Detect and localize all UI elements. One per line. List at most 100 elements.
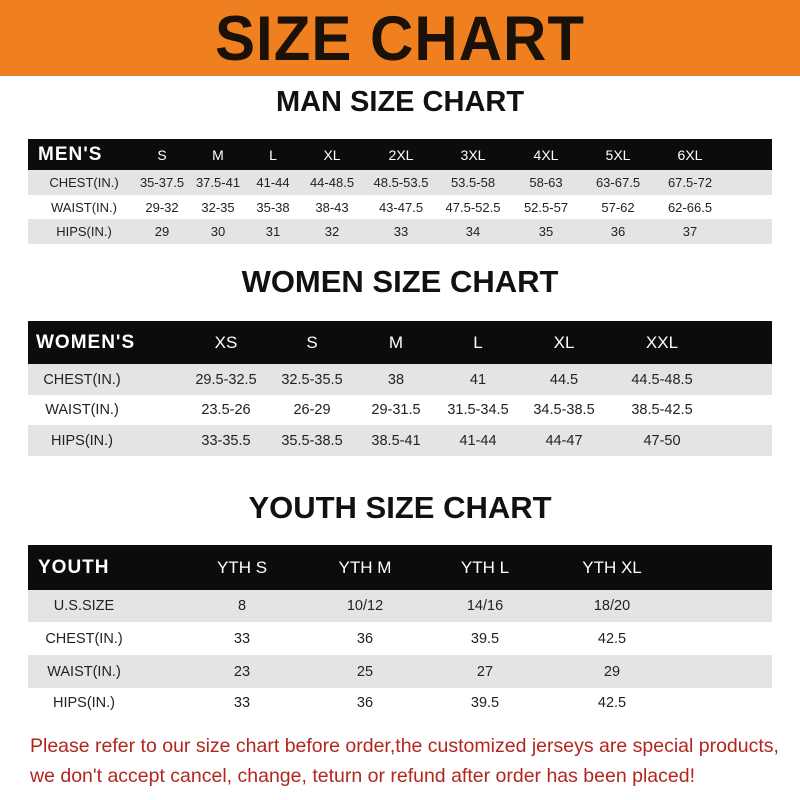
table-row: HIPS(IN.) 33 36 39.5 42.5 — [28, 688, 772, 718]
table-cell: 31 — [265, 224, 281, 239]
table-cell: 32 — [324, 224, 340, 239]
table-cell: 34 — [465, 224, 481, 239]
table-header-label: MEN'S — [38, 143, 103, 165]
table-cell: 35 — [538, 224, 554, 239]
table-cell: 44-48.5 — [309, 175, 355, 190]
table-cell: 10/12 — [346, 598, 384, 614]
notice-line-2: we don't accept cancel, change, teturn o… — [30, 765, 695, 787]
table-row: HIPS(IN.) 33-35.5 35.5-38.5 38.5-41 41-44 44-… — [28, 425, 772, 456]
table-cell: 32.5-35.5 — [281, 371, 343, 388]
table-cell: 52.5-57 — [523, 199, 569, 215]
table-cell: 42.5 — [597, 630, 627, 647]
table-cell: 25 — [356, 663, 374, 680]
table-cell: 38.5-41 — [371, 432, 421, 449]
row-label: WAIST(IN.) — [51, 199, 117, 215]
table-cell: 18/20 — [593, 598, 631, 614]
table-cell: 53.5-58 — [450, 175, 496, 190]
table-cell: 29-31.5 — [371, 402, 421, 418]
table-cell: 23.5-26 — [201, 402, 251, 418]
table-cell: 37.5-41 — [195, 175, 241, 190]
table-cell: 36 — [610, 224, 626, 239]
size-column-header: L — [269, 146, 277, 163]
table-cell: 33-35.5 — [201, 432, 251, 449]
table-cell: 29 — [154, 224, 170, 239]
table-cell: 48.5-53.5 — [373, 175, 429, 190]
size-column-header: YTH S — [216, 557, 268, 577]
table-cell: 62-66.5 — [667, 199, 713, 215]
row-label: HIPS(IN.) — [50, 432, 114, 449]
size-column-header: XS — [214, 332, 238, 352]
size-column-header: S — [306, 332, 318, 352]
table-cell: 33 — [233, 695, 251, 711]
table-cell: 42.5 — [597, 695, 627, 711]
men-section-title: MAN SIZE CHART — [275, 86, 525, 118]
table-cell: 32-35 — [201, 199, 235, 215]
table-cell: 57-62 — [601, 199, 635, 215]
size-column-header: YTH M — [338, 557, 392, 577]
table-cell: 44.5-48.5 — [631, 371, 693, 388]
table-row: WAIST(IN.) 29-32 32-35 35-38 38-43 43-47.5 47.… — [28, 195, 772, 219]
row-label: U.S.SIZE — [53, 598, 115, 614]
table-cell: 58-63 — [529, 175, 563, 190]
table-cell: 35-37.5 — [139, 175, 185, 190]
table-cell: 37 — [682, 224, 698, 239]
table-header-label: YOUTH — [38, 556, 110, 578]
table-cell: 38 — [387, 371, 405, 388]
row-label: HIPS(IN.) — [52, 695, 116, 711]
size-column-header: M — [212, 146, 224, 163]
size-column-header: S — [157, 146, 167, 163]
table-row: WAIST(IN.) 23 25 27 29 — [28, 655, 772, 688]
women-section-title: WOMEN SIZE CHART — [241, 264, 559, 299]
size-column-header: YTH L — [460, 557, 510, 577]
table-cell: 35.5-38.5 — [281, 432, 343, 449]
table-row: CHEST(IN.) 33 36 39.5 42.5 — [28, 622, 772, 655]
table-cell: 29 — [603, 663, 621, 680]
size-column-header: 5XL — [605, 146, 631, 163]
size-column-header: 4XL — [533, 146, 559, 163]
table-row: CHEST(IN.) 35-37.5 37.5-41 41-44 44-48.5 48.5… — [28, 170, 772, 195]
table-cell: 41 — [469, 371, 487, 388]
size-column-header: M — [388, 332, 404, 352]
table-cell: 8 — [237, 598, 247, 614]
table-cell: 36 — [356, 695, 374, 711]
table-cell: 33 — [393, 224, 409, 239]
table-cell: 27 — [476, 663, 494, 680]
table-cell: 43-47.5 — [378, 199, 424, 215]
row-label: CHEST(IN.) — [45, 630, 123, 647]
table-cell: 31.5-34.5 — [447, 402, 509, 418]
banner-title: SIZE CHART — [215, 3, 585, 74]
table-cell: 44-47 — [545, 432, 583, 449]
table-cell: 30 — [210, 224, 226, 239]
table-row: CHEST(IN.) 29.5-32.5 32.5-35.5 38 41 44.5 44.5… — [28, 364, 772, 395]
table-cell: 35-38 — [256, 199, 290, 215]
header-row: MEN'S S M L XL 2XL 3XL 4XL 5XL 6XL — [28, 139, 772, 170]
size-column-header: 2XL — [388, 146, 414, 163]
table-cell: 26-29 — [293, 402, 331, 418]
youth-section-title: YOUTH SIZE CHART — [248, 490, 552, 525]
table-cell: 63-67.5 — [595, 175, 641, 190]
table-cell: 38-43 — [315, 199, 349, 215]
size-column-header: XL — [323, 146, 341, 163]
table-cell: 36 — [356, 630, 374, 647]
size-column-header: YTH XL — [582, 557, 642, 577]
table-cell: 47.5-52.5 — [445, 199, 501, 215]
table-cell: 39.5 — [470, 695, 500, 711]
row-label: WAIST(IN.) — [47, 663, 121, 680]
notice-line-1: Please refer to our size chart before or… — [30, 735, 779, 757]
table-cell: 67.5-72 — [667, 175, 713, 190]
header-row: WOMEN'S XS S M L XL XXL — [28, 321, 772, 364]
table-cell: 14/16 — [466, 598, 504, 614]
table-cell: 47-50 — [643, 432, 681, 449]
header-row: YOUTH YTH S YTH M YTH L YTH XL — [28, 545, 772, 590]
size-column-header: L — [473, 332, 483, 352]
table-cell: 38.5-42.5 — [631, 402, 693, 418]
table-row: U.S.SIZE 8 10/12 14/16 18/20 — [28, 590, 772, 622]
table-row: HIPS(IN.) 29 30 31 32 33 34 35 36 37 — [28, 219, 772, 244]
table-header-label: WOMEN'S — [36, 331, 136, 353]
table-cell: 41-44 — [459, 432, 497, 449]
table-cell: 41-44 — [256, 175, 290, 190]
row-label: CHEST(IN.) — [49, 175, 119, 190]
table-cell: 29.5-32.5 — [195, 371, 257, 388]
row-label: CHEST(IN.) — [43, 371, 121, 388]
row-label: HIPS(IN.) — [56, 224, 112, 239]
